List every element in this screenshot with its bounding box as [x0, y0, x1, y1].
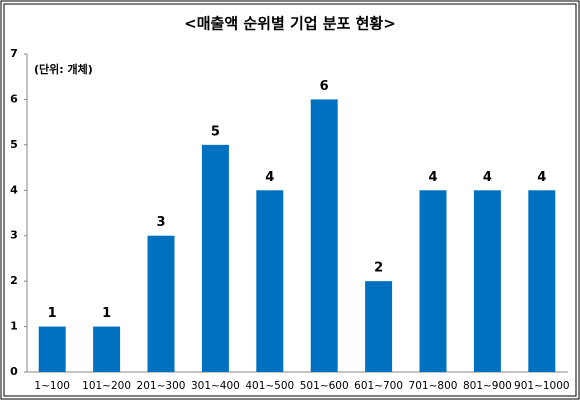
- frame-inner: [3, 3, 577, 397]
- bar: [201, 144, 229, 372]
- value-label: 4: [483, 170, 492, 185]
- y-tick-label: 4: [10, 183, 18, 196]
- bar: [147, 235, 175, 372]
- x-tick-label: 701~800: [409, 380, 458, 392]
- x-tick-label: 101~200: [82, 380, 131, 392]
- y-tick-label: 3: [10, 229, 18, 242]
- value-label: 1: [102, 306, 111, 321]
- value-label: 3: [156, 215, 165, 230]
- value-label: 5: [211, 124, 220, 139]
- x-tick-label: 901~1000: [514, 380, 570, 392]
- y-tick-label: 7: [10, 47, 18, 60]
- x-tick-label: 201~300: [137, 380, 186, 392]
- value-label: 2: [374, 261, 383, 276]
- value-label: 4: [265, 170, 274, 185]
- value-label: 1: [48, 306, 57, 321]
- bar: [38, 326, 66, 372]
- value-label: 4: [537, 170, 546, 185]
- y-tick-label: 2: [10, 274, 18, 287]
- value-label: 4: [428, 170, 437, 185]
- y-tick-label: 6: [10, 92, 18, 105]
- x-tick-label: 1~100: [34, 380, 70, 392]
- x-tick-label: 401~500: [245, 380, 294, 392]
- value-label: 6: [320, 79, 329, 94]
- y-tick-label: 5: [10, 138, 18, 151]
- x-tick-label: 601~700: [354, 380, 403, 392]
- y-tick-label: 1: [10, 320, 18, 333]
- bar: [93, 326, 121, 372]
- x-tick-label: 301~400: [191, 380, 240, 392]
- y-tick-label: 0: [10, 365, 18, 378]
- bar: [473, 190, 501, 372]
- chart-title: <매출액 순위별 기업 분포 현황>: [184, 15, 396, 33]
- x-tick-label: 501~600: [300, 380, 349, 392]
- bar: [419, 190, 447, 372]
- bar: [256, 190, 284, 372]
- bar: [528, 190, 556, 372]
- bar: [310, 99, 338, 372]
- x-tick-label: 801~900: [463, 380, 512, 392]
- unit-note: (단위: 개체): [34, 62, 93, 76]
- bar: [365, 281, 393, 372]
